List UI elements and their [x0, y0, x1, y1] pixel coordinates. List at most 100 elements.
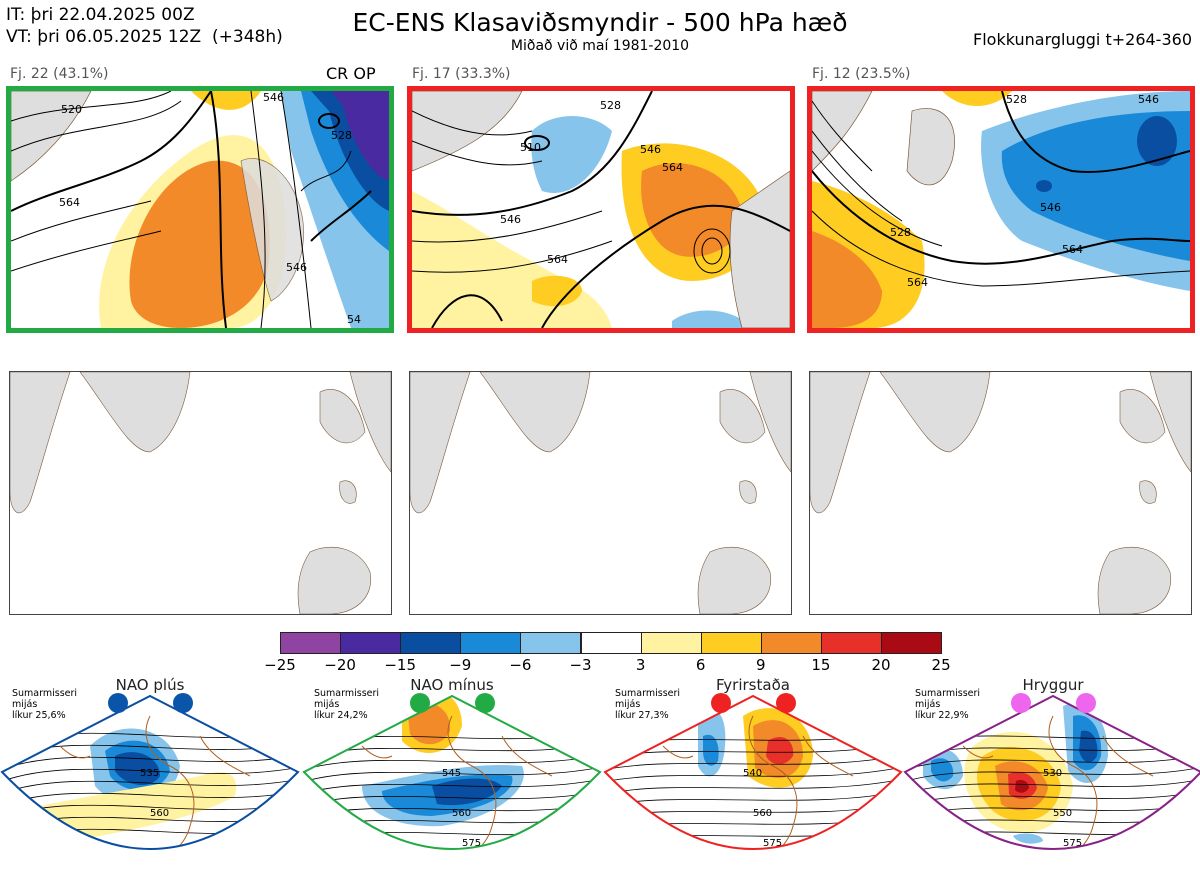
regime-info-line: Sumarmisseri — [314, 688, 380, 699]
contour-label: 564 — [907, 276, 928, 289]
member-map-1-canvas — [10, 372, 391, 614]
contour-label: 546 — [1138, 93, 1159, 106]
member-map-2-canvas — [410, 372, 791, 614]
colorbar-cell — [580, 632, 642, 654]
cluster-map-2-canvas: 528 510 546 564 546 564 — [412, 91, 790, 328]
colorbar-cell — [640, 632, 702, 654]
regime-contour-label: 550 — [1053, 808, 1072, 819]
colorbar-tick-label: −20 — [324, 656, 356, 674]
regime-info-line: Sumarmisseri — [12, 688, 78, 699]
member-map-1[interactable] — [9, 371, 392, 615]
cluster-label-1: Fj. 22 (43.1%) — [10, 66, 109, 82]
regime-title: NAO mínus — [410, 676, 494, 694]
regime-panel[interactable]: 530 550 575 Hryggur Sumarmisseri mijás líkur 2… — [903, 676, 1200, 871]
cluster-map-2[interactable]: 528 510 546 564 546 564 — [407, 86, 795, 333]
cluster-map-1-canvas: 520 546 564 546 528 54 — [11, 91, 389, 328]
colorbar-tick-label: 3 — [635, 656, 646, 674]
regime-contour-label: 560 — [452, 808, 471, 819]
contour-label: 564 — [59, 196, 80, 209]
contour-label: 520 — [61, 103, 82, 116]
regime-map: 545 560 575 — [302, 693, 602, 850]
regime-map: 530 550 575 — [903, 693, 1200, 850]
colorbar-tick-label: −6 — [509, 656, 532, 674]
page-title: EC-ENS Klasaviðsmyndir - 500 hPa hæð — [352, 8, 848, 37]
regime-info: Sumarmisseri mijás líkur 27,3% — [615, 688, 680, 721]
cluster-map-1[interactable]: 520 546 564 546 528 54 — [6, 86, 394, 333]
regime-marker-dot — [475, 693, 495, 713]
contour-label: 528 — [1006, 93, 1027, 106]
regime-info-line: mijás — [314, 699, 340, 710]
valid-time: VT: þri 06.05.2025 12Z (+348h) — [6, 27, 283, 47]
regime-info: Sumarmisseri mijás líkur 25,6% — [12, 688, 77, 721]
cluster-label-2: Fj. 17 (33.3%) — [412, 66, 511, 82]
member-map-3[interactable] — [809, 371, 1192, 615]
contour-label: 546 — [640, 143, 661, 156]
regime-marker-dot — [410, 693, 430, 713]
contour-label: 528 — [890, 226, 911, 239]
regime-info-line: líkur 22,9% — [915, 710, 969, 721]
regime-marker-dot — [1076, 693, 1096, 713]
regime-marker-dot — [711, 693, 731, 713]
contour-label: 528 — [600, 99, 621, 112]
colorbar-tick-label: −15 — [384, 656, 417, 674]
colorbar-tick-label: −25 — [264, 656, 296, 674]
regime-info: Sumarmisseri mijás líkur 24,2% — [314, 688, 379, 721]
colorbar-cell — [820, 632, 882, 654]
colorbar-tick-label: 25 — [931, 656, 951, 674]
contour-label: 54 — [347, 313, 361, 326]
regime-contour-label: 575 — [462, 838, 481, 849]
init-valid-times: IT: þri 22.04.2025 00Z VT: þri 06.05.2025… — [6, 4, 283, 48]
cluster-map-3[interactable]: 528 546 528 546 564 564 — [807, 86, 1195, 333]
colorbar-cell — [520, 632, 582, 654]
regime-info-line: líkur 24,2% — [314, 710, 368, 721]
regime-panel[interactable]: 540 560 575 Fyrirstaða Sumarmisseri mijás líku… — [603, 676, 903, 871]
regime-contour-label: 545 — [442, 768, 461, 779]
regime-info-line: líkur 27,3% — [615, 710, 669, 721]
regime-info-line: mijás — [615, 699, 641, 710]
cluster-badge-1: CR OP — [326, 64, 376, 83]
cluster-map-3-canvas: 528 546 528 546 564 564 — [812, 91, 1190, 328]
init-time: IT: þri 22.04.2025 00Z — [6, 5, 195, 25]
regime-contour-label: 560 — [150, 808, 169, 819]
colorbar-tick-label: −3 — [569, 656, 592, 674]
contour-label: 564 — [547, 253, 568, 266]
regime-contour-label: 535 — [140, 768, 159, 779]
contour-label: 546 — [286, 261, 307, 274]
colorbar-cell — [460, 632, 522, 654]
contour-label: 546 — [1040, 201, 1061, 214]
colorbar-tick-label: −9 — [449, 656, 472, 674]
regime-info-line: líkur 25,6% — [12, 710, 66, 721]
member-map-2[interactable] — [409, 371, 792, 615]
regime-marker-dot — [1011, 693, 1031, 713]
regime-marker-dot — [776, 693, 796, 713]
regime-title: Hryggur — [1022, 676, 1084, 694]
regime-title: NAO plús — [115, 676, 185, 694]
colorbar-cell — [340, 632, 402, 654]
regime-contour-label: 575 — [1063, 838, 1082, 849]
contour-label: 546 — [263, 91, 284, 104]
colorbar-tick-label: 9 — [756, 656, 766, 674]
regime-panel[interactable]: 545 560 575 NAO mínus Sumarmisseri mijás líkur… — [302, 676, 602, 871]
regime-map: 535 560 — [0, 693, 300, 850]
colorbar-cell — [700, 632, 762, 654]
regime-info-line: Sumarmisseri — [915, 688, 981, 699]
regime-contour-label: 575 — [763, 838, 782, 849]
colorbar-cell — [400, 632, 462, 654]
regime-map: 540 560 575 — [603, 693, 903, 850]
colorbar-tick-label: 20 — [871, 656, 891, 674]
contour-label: 564 — [662, 161, 683, 174]
regime-panel[interactable]: 535 560 NAO plús Sumarmisseri mijás líkur 25,… — [0, 676, 300, 871]
regime-marker-dot — [173, 693, 193, 713]
regime-info: Sumarmisseri mijás líkur 22,9% — [915, 688, 980, 721]
colorbar-tick-label: 15 — [811, 656, 831, 674]
contour-label: 510 — [520, 141, 541, 154]
cluster-label-3: Fj. 12 (23.5%) — [812, 66, 911, 82]
member-map-3-canvas — [810, 372, 1191, 614]
regime-marker-dot — [108, 693, 128, 713]
colorbar-tick-label: 6 — [695, 656, 706, 674]
contour-label: 564 — [1062, 243, 1083, 256]
colorbar-cell — [881, 632, 943, 654]
colorbar-cell — [280, 632, 342, 654]
classification-window: Flokkunargluggi t+264-360 — [973, 30, 1192, 49]
regime-contour-label: 540 — [743, 768, 762, 779]
